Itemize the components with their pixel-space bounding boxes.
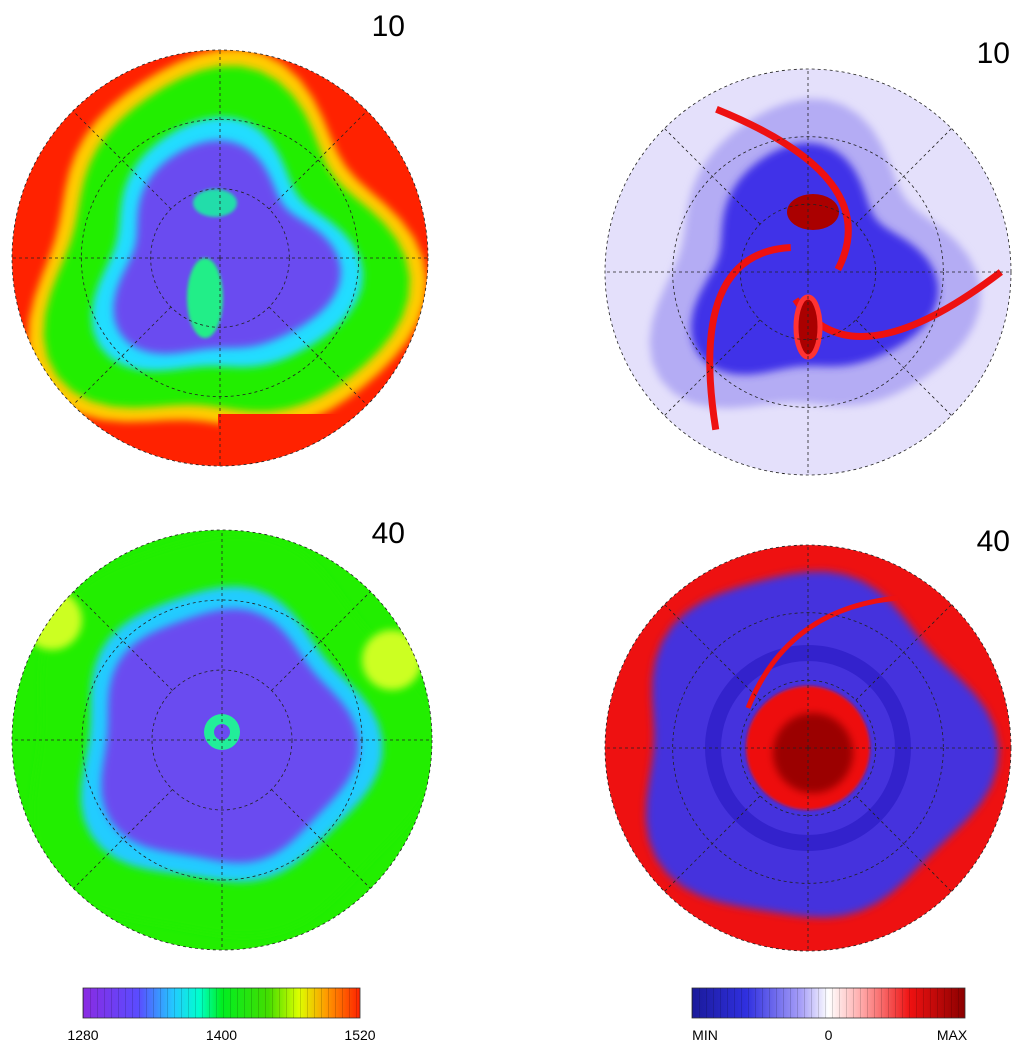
- colorbar-tick-label: MAX: [937, 1027, 968, 1043]
- field-region: [187, 258, 223, 338]
- polar-grid-circle: [672, 136, 944, 408]
- colorbar-tick-label: 0: [825, 1027, 833, 1043]
- polar-grid-circle: [672, 612, 944, 884]
- polar-grid-spoke: [855, 128, 952, 225]
- colorbar-tick-label: MIN: [692, 1027, 718, 1043]
- field-region: [773, 713, 853, 793]
- polar-grid-spoke: [268, 110, 368, 210]
- field-region: [690, 142, 939, 375]
- colorbar-tick-label: 1520: [344, 1027, 375, 1043]
- polar-panel: [605, 69, 1011, 475]
- field-region: [362, 630, 422, 690]
- field-region: [705, 645, 911, 851]
- polar-grid-spoke: [664, 604, 761, 701]
- colorbar-tick-label: 1400: [206, 1027, 237, 1043]
- field-region: [113, 140, 342, 354]
- field-region: [787, 194, 839, 230]
- panel-border: [604, 68, 1012, 476]
- panel-border: [11, 529, 433, 951]
- panel-border: [11, 49, 429, 467]
- field-region: [193, 189, 237, 217]
- panel-border: [604, 544, 1012, 952]
- polar-grid-spoke: [73, 591, 173, 691]
- field-filament: [745, 595, 899, 709]
- polar-grid-spoke: [855, 604, 952, 701]
- colorbar-steps: [692, 988, 965, 1018]
- polar-grid-spoke: [72, 306, 172, 406]
- panel-label: 40: [372, 517, 405, 550]
- polar-grid-spoke: [271, 591, 371, 691]
- panel-label: 10: [977, 37, 1010, 70]
- colorbar-tick-label: 1280: [67, 1027, 98, 1043]
- polar-grid-spoke: [268, 306, 368, 406]
- polar-grid-spoke: [664, 319, 761, 416]
- polar-grid-spoke: [664, 128, 761, 225]
- panel-label: 10: [372, 10, 405, 43]
- polar-grid-spoke: [855, 795, 952, 892]
- field-filament: [706, 243, 791, 431]
- colorbar-steps: [83, 988, 360, 1018]
- polar-grid-spoke: [664, 795, 761, 892]
- polar-grid-spoke: [73, 789, 173, 889]
- polar-grid-spoke: [72, 110, 172, 210]
- polar-grid-spoke: [271, 789, 371, 889]
- polar-grid-spoke: [855, 319, 952, 416]
- field-region: [22, 590, 82, 650]
- field-filament: [715, 105, 852, 272]
- panel-label: 40: [977, 525, 1010, 558]
- polar-grid-circle: [151, 669, 293, 811]
- polar-grid-circle: [150, 188, 290, 328]
